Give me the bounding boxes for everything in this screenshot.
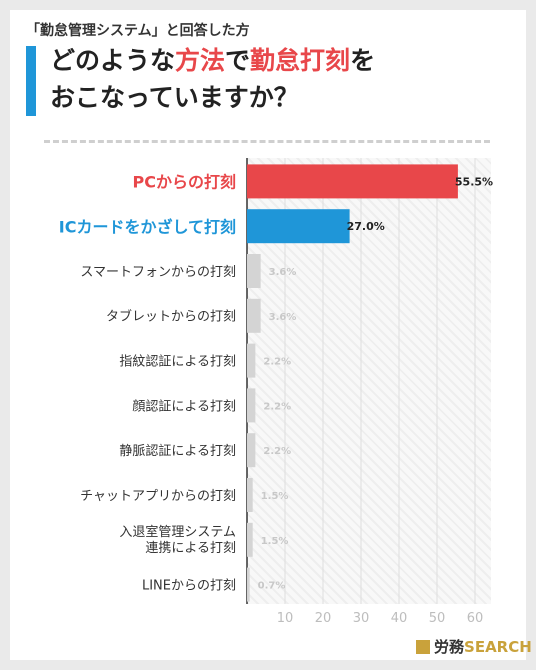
x-tick-label: 20: [315, 611, 332, 626]
category-label: 指紋認証による打刻: [119, 354, 236, 370]
dashed-divider: [44, 140, 490, 143]
category-label: タブレットからの打刻: [106, 309, 236, 325]
title-accent-bar: [26, 46, 36, 116]
category-label: 入退室管理システム連携による打刻: [119, 524, 236, 556]
title-highlight-punch: 勤怠打刻: [250, 46, 351, 75]
data-label: 1.5%: [261, 491, 289, 502]
x-tick-label: 60: [467, 611, 484, 626]
bar: [247, 567, 250, 602]
category-label: チャットアプリからの打刻: [80, 489, 236, 504]
data-label: 55.5%: [455, 175, 493, 188]
x-tick-label: 30: [353, 611, 370, 626]
category-label: 顔認証による打刻: [132, 398, 236, 414]
x-tick-label: 50: [429, 611, 446, 626]
data-label: 2.2%: [263, 446, 291, 457]
category-label: LINEからの打刻: [142, 579, 236, 594]
x-tick-label: 40: [391, 611, 408, 626]
category-label: PCからの打刻: [133, 172, 236, 191]
data-label: 3.6%: [269, 267, 297, 278]
chart-subtitle: 「勤怠管理システム」と回答した方: [26, 23, 250, 39]
bar: [247, 343, 256, 378]
bar: [247, 254, 261, 288]
bar: [247, 298, 261, 333]
bar: [247, 388, 256, 423]
chart-title: どのような方法で勤怠打刻を おこなっていますか？: [50, 42, 375, 116]
data-label: 2.2%: [263, 401, 291, 412]
data-label: 2.2%: [263, 357, 291, 368]
logo: 労務SEARCH: [416, 636, 532, 657]
bar: [247, 164, 458, 199]
logo-icon: [416, 640, 430, 654]
data-label: 27.0%: [347, 220, 385, 233]
category-label: ICカードをかざして打刻: [59, 217, 236, 236]
data-label: 1.5%: [261, 536, 289, 547]
x-tick-label: 10: [277, 611, 294, 626]
category-label: スマートフォンからの打刻: [80, 265, 236, 280]
bar: [247, 433, 256, 468]
bar: [247, 478, 253, 512]
title-line-2: おこなっていますか？: [50, 83, 299, 112]
category-label: 静脈認証による打刻: [119, 443, 236, 459]
bar: [247, 522, 253, 557]
title-line-1: どのような方法で勤怠打刻を: [50, 46, 376, 75]
data-label: 3.6%: [269, 312, 297, 323]
bar: [247, 209, 350, 244]
title-highlight-method: 方法: [175, 46, 226, 75]
data-label: 0.7%: [258, 581, 286, 592]
